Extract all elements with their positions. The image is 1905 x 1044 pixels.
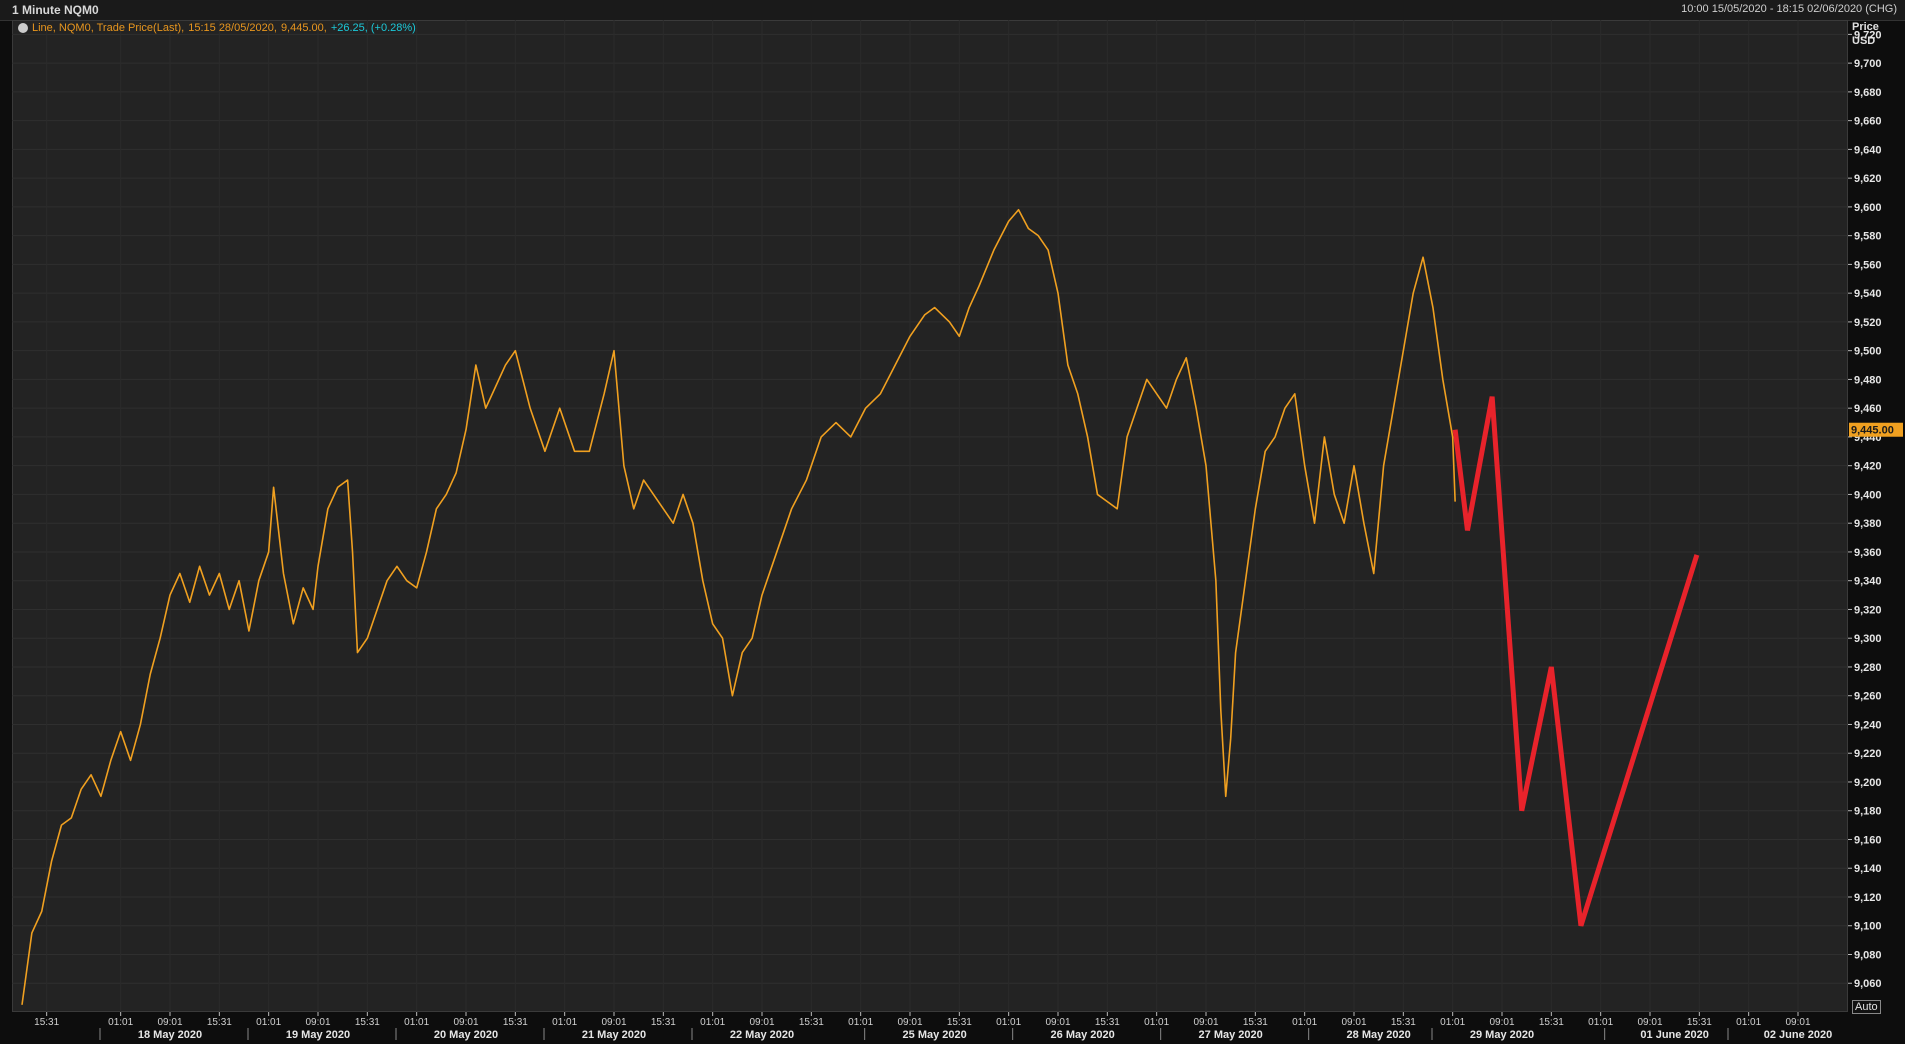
date-tick-label: 21 May 2020 [582,1029,646,1041]
price-series-line [21,208,1456,1005]
y-tick-label: 9,660 [1854,116,1882,128]
time-tick-label: 15:31 [1391,1017,1416,1028]
date-tick-label: 02 June 2020 [1764,1029,1833,1041]
chart-legend: Line, NQM0, Trade Price(Last), 15:15 28/… [18,22,416,34]
time-tick-label: 15:31 [1243,1017,1268,1028]
legend-last-value: 9,445.00, [280,22,327,34]
y-tick-label: 9,260 [1854,691,1882,703]
time-tick-label: 01:01 [1588,1017,1613,1028]
price-axis-label: Price [1852,21,1879,33]
time-tick-label: 15:31 [651,1017,676,1028]
date-tick-label: 18 May 2020 [138,1029,202,1041]
time-tick-label: 01:01 [404,1017,429,1028]
y-tick-label: 9,280 [1854,662,1882,674]
y-tick-label: 9,160 [1854,834,1882,846]
y-tick-label: 9,600 [1854,202,1882,214]
date-tick-label: 19 May 2020 [286,1029,350,1041]
date-tick-label: 27 May 2020 [1199,1029,1263,1041]
y-tick-label: 9,520 [1854,317,1882,329]
last-price-tag [1849,422,1903,437]
y-tick-label: 9,100 [1854,921,1882,933]
y-tick-label: 9,140 [1854,863,1882,875]
y-tick-label: 9,420 [1854,461,1882,473]
y-tick-label: 9,300 [1854,633,1882,645]
y-tick-label: 9,340 [1854,576,1882,588]
drawn-projection-line [1452,396,1700,927]
date-tick-label: 20 May 2020 [434,1029,498,1041]
y-tick-label: 9,060 [1854,978,1882,990]
time-tick-label: 01:01 [256,1017,281,1028]
legend-toggle-icon[interactable] [18,23,28,33]
time-tick-label: 15:31 [34,1017,59,1028]
y-tick-label: 9,200 [1854,777,1882,789]
date-tick-label: 26 May 2020 [1051,1029,1115,1041]
time-tick-label: 01:01 [996,1017,1021,1028]
time-tick-label: 01:01 [1144,1017,1169,1028]
time-tick-label: 15:31 [799,1017,824,1028]
time-tick-label: 09:01 [1785,1017,1810,1028]
time-tick-label: 15:31 [947,1017,972,1028]
date-tick-label: 22 May 2020 [730,1029,794,1041]
time-tick-label: 09:01 [157,1017,182,1028]
time-tick-label: 01:01 [848,1017,873,1028]
y-tick-label: 9,720 [1854,29,1882,41]
y-tick-label: 9,380 [1854,518,1882,530]
window-title: 1 Minute NQM0 [12,3,99,17]
date-range: 10:00 15/05/2020 - 18:15 02/06/2020 (CHG… [1681,3,1897,15]
y-tick-label: 9,480 [1854,374,1882,386]
time-tick-label: 01:01 [1440,1017,1465,1028]
y-tick-label: 9,240 [1854,719,1882,731]
time-tick-label: 15:31 [1687,1017,1712,1028]
date-tick-label: 29 May 2020 [1470,1029,1534,1041]
last-price-label: 9,445.00 [1851,425,1894,437]
y-tick-label: 9,540 [1854,288,1882,300]
time-tick-label: 09:01 [1637,1017,1662,1028]
time-tick-label: 01:01 [1736,1017,1761,1028]
y-tick-label: 9,560 [1854,259,1882,271]
time-tick-label: 15:31 [1095,1017,1120,1028]
time-tick-label: 09:01 [1193,1017,1218,1028]
y-tick-label: 9,180 [1854,806,1882,818]
time-tick-label: 09:01 [305,1017,330,1028]
legend-series-desc: Line, NQM0, Trade Price(Last), [32,22,185,34]
y-tick-label: 9,700 [1854,58,1882,70]
y-tick-label: 9,120 [1854,892,1882,904]
y-tick-label: 9,220 [1854,748,1882,760]
y-tick-label: 9,400 [1854,489,1882,501]
time-tick-label: 01:01 [700,1017,725,1028]
y-tick-label: 9,580 [1854,231,1882,243]
legend-timestamp: 15:15 28/05/2020, [188,22,277,34]
legend-change: +26.25, (+0.28%) [330,22,416,34]
auto-scale-button[interactable]: Auto [1852,1000,1881,1014]
y-tick-label: 9,460 [1854,403,1882,415]
y-tick-label: 9,620 [1854,173,1882,185]
time-tick-label: 01:01 [108,1017,133,1028]
time-tick-label: 15:31 [355,1017,380,1028]
y-tick-label: 9,640 [1854,144,1882,156]
price-axis-title: Price USD [1852,20,1879,48]
y-tick-label: 9,080 [1854,949,1882,961]
time-tick-label: 01:01 [1292,1017,1317,1028]
date-tick-label: 25 May 2020 [903,1029,967,1041]
time-tick-label: 09:01 [453,1017,478,1028]
currency-label: USD [1852,35,1876,47]
time-tick-label: 09:01 [1489,1017,1514,1028]
time-tick-label: 15:31 [207,1017,232,1028]
y-tick-label: 9,680 [1854,87,1882,99]
time-tick-label: 01:01 [552,1017,577,1028]
date-tick-label: 28 May 2020 [1347,1029,1411,1041]
y-tick-label: 9,500 [1854,346,1882,358]
time-tick-label: 09:01 [749,1017,774,1028]
time-tick-label: 09:01 [1341,1017,1366,1028]
time-tick-label: 15:31 [1539,1017,1564,1028]
y-tick-label: 9,320 [1854,604,1882,616]
date-tick-label: 01 June 2020 [1640,1029,1709,1041]
time-tick-label: 09:01 [1045,1017,1070,1028]
y-tick-label: 9,360 [1854,547,1882,559]
time-tick-label: 15:31 [503,1017,528,1028]
time-tick-label: 09:01 [601,1017,626,1028]
time-tick-label: 09:01 [897,1017,922,1028]
